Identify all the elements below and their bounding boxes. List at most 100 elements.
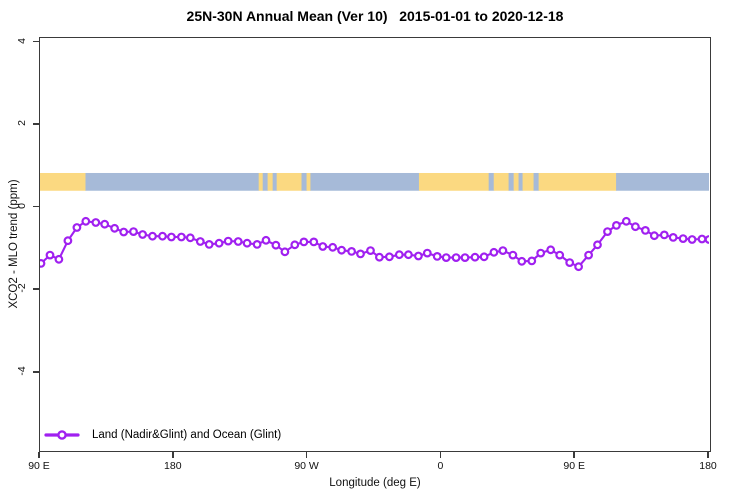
map-strip-segment-land bbox=[513, 172, 520, 191]
x-tick-mark bbox=[573, 452, 575, 458]
y-tick-mark bbox=[33, 40, 39, 43]
data-point-marker bbox=[394, 250, 404, 260]
data-point-marker bbox=[119, 227, 129, 237]
plot-canvas bbox=[40, 172, 709, 272]
data-point-marker bbox=[40, 259, 46, 268]
data-point-marker bbox=[280, 247, 290, 257]
data-point-marker bbox=[261, 235, 271, 245]
data-point-marker bbox=[91, 218, 101, 227]
chart-title: 25N-30N Annual Mean (Ver 10) 2015-01-01 … bbox=[186, 8, 564, 24]
data-point-marker bbox=[337, 245, 347, 255]
x-axis-title: Longitude (deg E) bbox=[329, 477, 421, 489]
data-point-marker bbox=[498, 246, 508, 256]
data-point-marker bbox=[195, 237, 205, 246]
data-point-marker bbox=[81, 216, 91, 226]
data-point-marker bbox=[176, 232, 186, 242]
data-point-marker bbox=[451, 253, 461, 263]
data-point-marker bbox=[517, 256, 527, 266]
data-point-marker bbox=[631, 222, 640, 232]
data-point-marker bbox=[404, 250, 413, 260]
data-point-marker bbox=[72, 223, 82, 232]
y-tick-label: 4 bbox=[16, 37, 28, 44]
map-strip-segment-ocean bbox=[272, 172, 278, 191]
data-point-marker bbox=[63, 236, 73, 246]
data-point-marker bbox=[704, 235, 709, 244]
map-strip-segment-land bbox=[40, 172, 87, 191]
data-point-marker bbox=[574, 262, 583, 272]
map-strip-segment-land bbox=[258, 172, 264, 191]
map-strip-segment-land bbox=[267, 172, 274, 191]
y-tick-label: -4 bbox=[16, 366, 28, 376]
data-point-marker bbox=[347, 246, 357, 256]
data-point-marker bbox=[233, 237, 243, 246]
legend-label: Land (Nadir&Glint) and Ocean (Glint) bbox=[92, 429, 282, 441]
data-point-marker bbox=[508, 250, 518, 260]
data-point-marker bbox=[432, 251, 442, 261]
data-point-marker bbox=[54, 254, 64, 264]
data-point-marker bbox=[318, 242, 328, 251]
data-point-marker bbox=[603, 227, 612, 237]
data-point-marker bbox=[479, 252, 489, 262]
y-tick-mark bbox=[33, 123, 39, 125]
data-point-marker bbox=[290, 240, 300, 250]
data-point-marker bbox=[375, 252, 384, 262]
data-point-marker bbox=[299, 237, 309, 247]
data-point-marker bbox=[271, 240, 281, 250]
x-tick-mark bbox=[707, 452, 709, 458]
data-point-marker bbox=[659, 230, 669, 240]
data-point-marker bbox=[489, 247, 499, 257]
map-strip-segment-land bbox=[493, 172, 510, 191]
map-strip-segment-ocean bbox=[262, 172, 269, 191]
y-tick-mark bbox=[33, 205, 39, 208]
data-point-marker bbox=[414, 251, 423, 261]
map-strip-segment-land bbox=[522, 172, 535, 191]
data-point-marker bbox=[668, 232, 678, 242]
data-point-marker bbox=[687, 235, 697, 244]
data-point-marker bbox=[148, 231, 157, 241]
map-strip-segment-ocean bbox=[301, 172, 308, 191]
map-strip-segment-land bbox=[538, 172, 617, 191]
data-point-marker bbox=[309, 237, 319, 247]
data-point-marker bbox=[242, 238, 252, 248]
x-tick-label: 90 W bbox=[294, 460, 319, 472]
legend-marker-icon bbox=[44, 430, 80, 440]
x-tick-mark bbox=[38, 452, 40, 458]
plot-area: Land (Nadir&Glint) and Ocean (Glint) bbox=[39, 37, 711, 452]
y-tick-label: 2 bbox=[16, 120, 28, 127]
map-strip-segment-ocean bbox=[488, 172, 495, 191]
data-point-marker bbox=[223, 236, 233, 246]
y-tick-mark bbox=[33, 371, 39, 373]
map-strip-segment-ocean bbox=[616, 172, 709, 191]
y-tick-label: 0 bbox=[16, 202, 28, 209]
map-strip-segment-ocean bbox=[518, 172, 524, 191]
x-tick-mark bbox=[305, 452, 308, 458]
data-point-marker bbox=[470, 252, 480, 262]
data-point-marker bbox=[641, 225, 650, 235]
data-point-marker bbox=[536, 248, 546, 258]
legend: Land (Nadir&Glint) and Ocean (Glint) bbox=[44, 428, 281, 442]
data-point-marker bbox=[204, 239, 214, 249]
map-strip-segment-land bbox=[276, 172, 303, 191]
data-point-marker bbox=[214, 238, 224, 248]
x-tick-label: 0 bbox=[437, 460, 444, 472]
map-strip-segment-land bbox=[418, 172, 490, 191]
data-point-marker bbox=[129, 227, 138, 237]
data-point-marker bbox=[621, 216, 631, 226]
data-point-marker bbox=[612, 220, 621, 230]
map-strip-segment-land bbox=[306, 172, 312, 191]
data-point-marker bbox=[593, 240, 602, 250]
data-point-marker bbox=[328, 242, 338, 252]
data-point-marker bbox=[546, 245, 556, 255]
x-tick-mark bbox=[439, 452, 442, 458]
y-tick-mark bbox=[33, 288, 39, 290]
map-strip-segment-ocean bbox=[85, 172, 260, 191]
map-strip-segment-ocean bbox=[533, 172, 540, 191]
data-point-marker bbox=[110, 223, 119, 233]
x-tick-label: 180 bbox=[699, 460, 717, 472]
data-point-marker bbox=[649, 231, 659, 241]
data-point-marker bbox=[584, 250, 593, 260]
y-tick-label: -2 bbox=[16, 283, 28, 293]
data-point-marker bbox=[555, 250, 565, 260]
data-point-marker bbox=[527, 256, 537, 266]
